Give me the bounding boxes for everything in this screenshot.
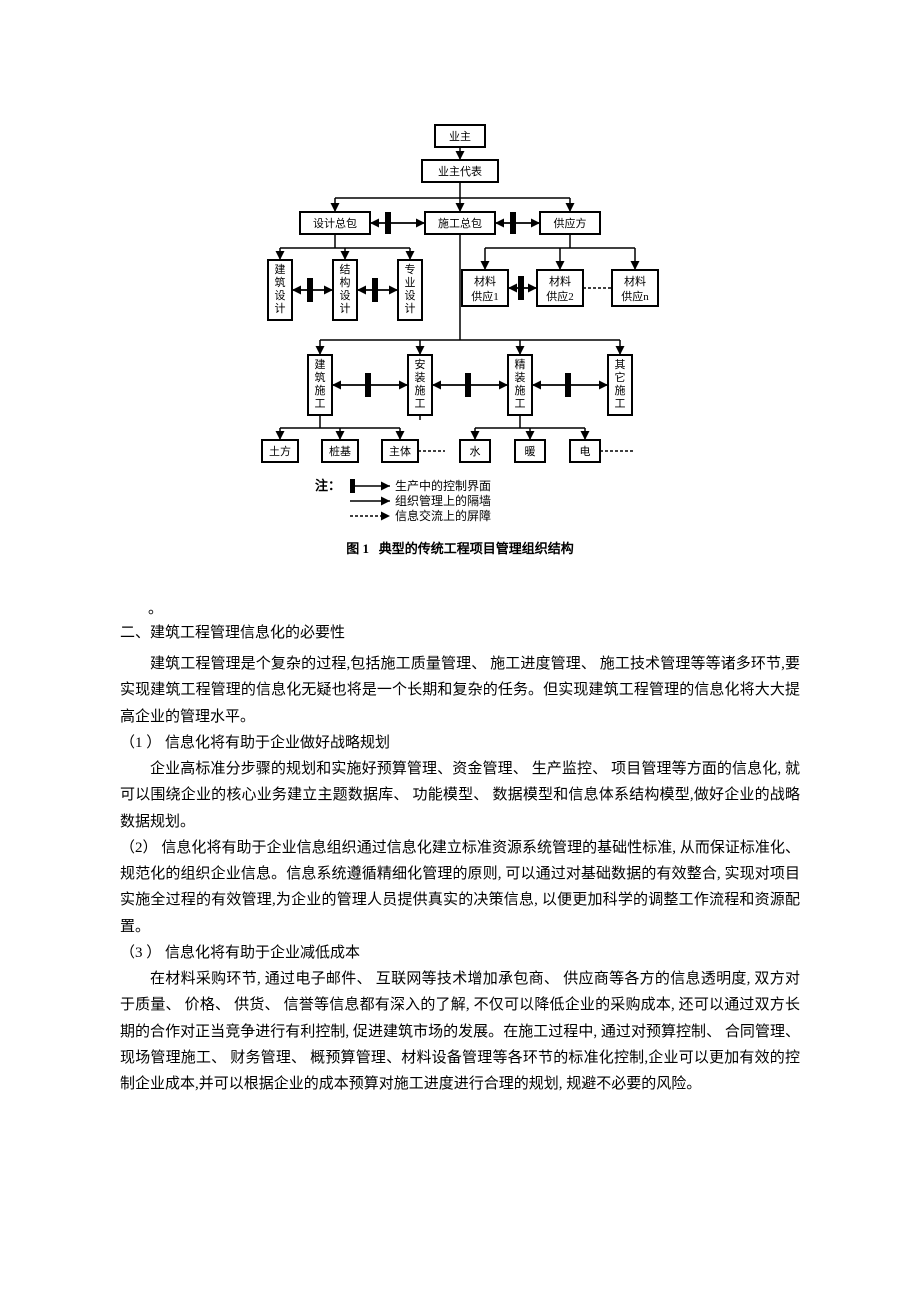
svg-text:工: 工 xyxy=(315,398,326,410)
svg-text:材料: 材料 xyxy=(474,274,496,288)
caption-text: 典型的传统工程项目管理组织结构 xyxy=(379,541,574,556)
svg-text:施: 施 xyxy=(415,384,426,397)
item-3-head: （3 ） 信息化将有助于企业减低成本 xyxy=(120,940,800,966)
svg-text:设: 设 xyxy=(275,289,286,302)
item-1-head: （1 ） 信息化将有助于企业做好战略规划 xyxy=(120,730,800,756)
node-heat: 暖 xyxy=(525,445,536,458)
svg-text:建: 建 xyxy=(275,262,286,276)
item-3-body: 在材料采购环节, 通过电子邮件、 互联网等技术增加承包商、 供应商等各方的信息透… xyxy=(120,966,800,1097)
svg-text:其: 其 xyxy=(615,358,626,371)
svg-text:安: 安 xyxy=(415,357,426,371)
node-main: 主体 xyxy=(389,444,411,458)
legend-item-2: 信息交流上的屏障 xyxy=(395,508,491,523)
svg-text:施: 施 xyxy=(315,384,326,397)
item-2-body: （2） 信息化将有助于企业信息组织通过信息化建立标准资源系统管理的基础性标准, … xyxy=(120,835,800,940)
svg-text:业: 业 xyxy=(405,276,416,289)
section-heading: 二、建筑工程管理信息化的必要性 xyxy=(120,620,800,647)
org-chart-diagram: 业主 业主代表 设计总包 施工总包 供应方 建 筑 设 xyxy=(250,120,670,557)
node-earth: 土方 xyxy=(269,444,291,458)
svg-text:精: 精 xyxy=(515,358,526,371)
svg-text:建: 建 xyxy=(315,357,326,371)
svg-text:结: 结 xyxy=(340,263,351,276)
svg-text:装: 装 xyxy=(515,371,526,384)
svg-text:材料: 材料 xyxy=(624,274,646,288)
legend-label: 注： xyxy=(315,478,341,493)
node-pile: 桩基 xyxy=(329,444,351,458)
svg-text:计: 计 xyxy=(340,302,351,315)
svg-text:它: 它 xyxy=(615,370,626,384)
svg-text:工: 工 xyxy=(415,398,426,410)
stray-period: 。 xyxy=(148,597,800,618)
caption-prefix: 图 1 xyxy=(346,541,369,556)
svg-text:设: 设 xyxy=(340,289,351,302)
node-owner-rep: 业主代表 xyxy=(438,164,482,178)
svg-text:工: 工 xyxy=(515,398,526,410)
svg-text:筑: 筑 xyxy=(275,275,286,289)
svg-text:供应1: 供应1 xyxy=(471,289,499,303)
svg-text:计: 计 xyxy=(275,302,286,315)
node-constr-gc: 施工总包 xyxy=(438,216,482,230)
svg-text:设: 设 xyxy=(405,289,416,302)
node-owner: 业主 xyxy=(449,130,471,143)
svg-text:施: 施 xyxy=(615,384,626,397)
figure-caption: 图 1 典型的传统工程项目管理组织结构 xyxy=(250,538,670,557)
svg-text:施: 施 xyxy=(515,384,526,397)
svg-text:供应2: 供应2 xyxy=(546,289,574,303)
svg-text:材料: 材料 xyxy=(549,274,571,288)
org-chart-svg: 业主 业主代表 设计总包 施工总包 供应方 建 筑 设 xyxy=(250,120,670,530)
svg-text:专: 专 xyxy=(405,262,416,276)
svg-text:供应n: 供应n xyxy=(621,289,649,303)
svg-text:构: 构 xyxy=(340,275,351,289)
item-1-body: 企业高标准分步骤的规划和实施好预算管理、资金管理、 生产监控、 项目管理等方面的… xyxy=(120,756,800,835)
node-design-gc: 设计总包 xyxy=(313,216,357,230)
intro-paragraph: 建筑工程管理是个复杂的过程,包括施工质量管理、 施工进度管理、 施工技术管理等等… xyxy=(120,651,800,730)
svg-text:装: 装 xyxy=(415,371,426,384)
legend-item-0: 生产中的控制界面 xyxy=(395,478,491,493)
node-water: 水 xyxy=(470,445,481,458)
svg-text:筑: 筑 xyxy=(315,370,326,384)
svg-text:计: 计 xyxy=(405,302,416,315)
node-supplier: 供应方 xyxy=(554,216,587,230)
legend-item-1: 组织管理上的隔墙 xyxy=(395,493,491,508)
node-elec: 电 xyxy=(580,445,591,458)
svg-text:工: 工 xyxy=(615,398,626,410)
